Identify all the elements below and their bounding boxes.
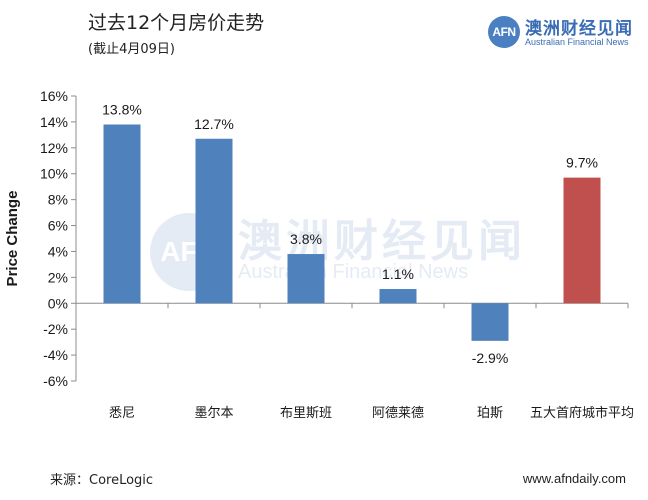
chart-subtitle: (截止4月09日) (88, 42, 175, 57)
bar-3 (287, 254, 325, 304)
afn-logo-mark: AFN (488, 16, 520, 48)
data-label: 12.7% (194, 116, 234, 132)
y-tick-label: 2% (48, 269, 68, 285)
category-label: 阿德莱德 (372, 406, 424, 421)
bar-4 (379, 289, 417, 304)
data-label: 1.1% (382, 266, 414, 282)
category-label: 布里斯班 (280, 406, 332, 421)
y-tick-label: 10% (40, 166, 68, 182)
category-label: 珀斯 (477, 406, 503, 421)
afn-logo-name-en: Australian Financial News (525, 37, 629, 47)
y-tick-label: 4% (48, 243, 68, 259)
y-tick-label: 12% (40, 140, 68, 156)
category-label: 五大首府城市平均 (530, 405, 634, 421)
y-tick-label: 8% (48, 192, 68, 208)
bar-1 (103, 124, 141, 304)
y-tick-label: 6% (48, 218, 68, 234)
data-label: 3.8% (290, 231, 322, 247)
bar-2 (195, 138, 233, 304)
category-label: 墨尔本 (194, 406, 233, 421)
y-axis-title: Price Change (4, 191, 21, 287)
bar-5 (471, 303, 509, 341)
bar-6 (563, 177, 601, 304)
afn-logo-name-cn: 澳洲财经见闻 (525, 19, 633, 39)
y-tick-label: 14% (40, 114, 68, 130)
website-link[interactable]: www.afndaily.com (522, 471, 626, 486)
chart-title: 过去12个月房价走势 (88, 12, 265, 34)
source-note: 来源：CoreLogic (50, 473, 154, 488)
y-tick-label: 0% (48, 295, 68, 311)
data-label: -2.9% (472, 350, 509, 366)
category-label: 悉尼 (109, 406, 135, 421)
y-tick-label: 16% (40, 88, 68, 104)
afn-logo: AFN 澳洲财经见闻 Australian Financial News (488, 14, 638, 52)
y-tick-label: -4% (43, 347, 68, 363)
data-label: 13.8% (102, 102, 142, 118)
data-label: 9.7% (566, 155, 598, 171)
y-tick-label: -2% (43, 321, 68, 337)
y-tick-label: -6% (43, 373, 68, 389)
